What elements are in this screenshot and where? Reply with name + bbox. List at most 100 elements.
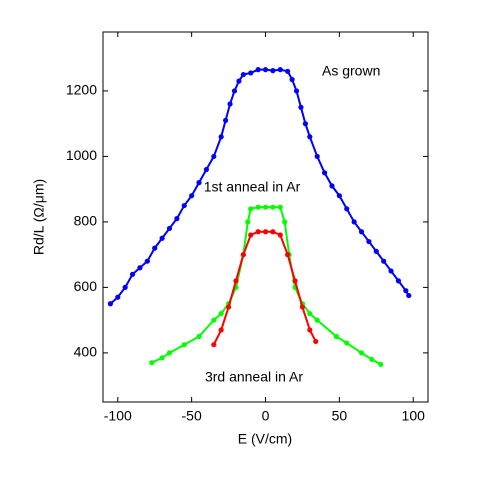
data-point (236, 78, 242, 84)
data-point (218, 310, 224, 317)
data-point (262, 67, 269, 73)
data-point (277, 232, 283, 238)
data-point (166, 350, 173, 356)
data-point (181, 342, 187, 348)
data-point (299, 304, 306, 310)
data-point (218, 134, 224, 140)
data-point (313, 338, 319, 345)
y-axis-label: Rd/L (Ω/μm) (31, 179, 47, 255)
data-point (381, 258, 387, 264)
series-label: 1st anneal in Ar (204, 179, 301, 195)
series-line (109, 68, 410, 305)
data-point (227, 101, 233, 107)
data-point (159, 235, 165, 241)
data-point (223, 117, 229, 124)
data-point (115, 294, 121, 300)
data-point (321, 170, 328, 176)
y-tick-label: 400 (74, 344, 98, 360)
data-point (137, 265, 143, 271)
data-point (240, 71, 246, 78)
data-point (282, 219, 288, 225)
data-point (262, 204, 269, 210)
data-point (285, 252, 291, 258)
data-point (255, 229, 261, 235)
data-point (107, 301, 113, 307)
data-point (248, 206, 254, 212)
x-tick-label: 100 (402, 408, 426, 424)
data-point (285, 68, 291, 74)
y-tick-label: 1200 (66, 82, 97, 98)
data-point (211, 317, 217, 323)
data-point (307, 310, 313, 317)
data-point (255, 67, 261, 73)
data-point (307, 134, 313, 140)
data-point (245, 219, 251, 225)
data-point (262, 229, 269, 235)
data-point (211, 342, 217, 348)
data-point (336, 193, 342, 199)
x-tick-label: -50 (182, 408, 202, 424)
data-point (298, 104, 304, 110)
data-point (270, 68, 276, 74)
data-point (196, 180, 202, 186)
series-label: 3rd anneal in Ar (205, 369, 303, 385)
data-point (314, 317, 320, 323)
data-point (373, 248, 379, 254)
x-tick-label: 50 (332, 408, 348, 424)
data-point (289, 76, 295, 83)
data-point (231, 88, 238, 94)
data-point (218, 327, 224, 333)
data-point (240, 252, 246, 258)
data-point (189, 193, 195, 199)
data-point (181, 202, 187, 209)
data-point (329, 183, 335, 189)
data-point (122, 284, 128, 290)
y-tick-label: 600 (74, 278, 98, 294)
data-point (388, 268, 394, 274)
data-point (174, 216, 180, 222)
data-point (196, 333, 202, 340)
data-point (358, 350, 365, 356)
data-point (248, 232, 254, 238)
y-tick-label: 800 (74, 213, 98, 229)
data-point (344, 340, 350, 346)
x-tick-label: -100 (104, 408, 132, 424)
data-point (144, 258, 150, 264)
data-point (211, 153, 217, 160)
data-point (225, 304, 232, 310)
data-point (314, 153, 320, 160)
data-point (129, 271, 136, 277)
data-point (149, 360, 155, 366)
data-point (166, 225, 173, 232)
series-label: As grown (322, 63, 380, 79)
data-point (403, 288, 409, 294)
y-tick-label: 1000 (66, 147, 97, 163)
data-point (307, 327, 313, 333)
series-line (212, 230, 317, 346)
data-point (302, 121, 308, 127)
data-point (351, 219, 357, 225)
data-point (378, 361, 384, 367)
data-point (395, 278, 402, 284)
data-point (293, 88, 300, 94)
data-point (270, 204, 276, 210)
data-point (277, 204, 283, 210)
data-point (369, 356, 375, 363)
data-point (406, 292, 412, 299)
data-point (248, 70, 254, 76)
data-point (277, 67, 283, 73)
data-point (203, 166, 210, 173)
data-point (233, 278, 239, 284)
x-tick-label: 0 (262, 408, 270, 424)
axes-frame (102, 31, 429, 403)
data-point (255, 204, 261, 210)
data-point (292, 278, 298, 284)
x-axis-label: E (V/cm) (238, 431, 292, 447)
data-point (333, 333, 340, 340)
data-point (366, 238, 372, 245)
data-point (152, 245, 158, 251)
data-point (159, 355, 165, 361)
data-point (344, 206, 350, 212)
data-point (358, 229, 365, 235)
